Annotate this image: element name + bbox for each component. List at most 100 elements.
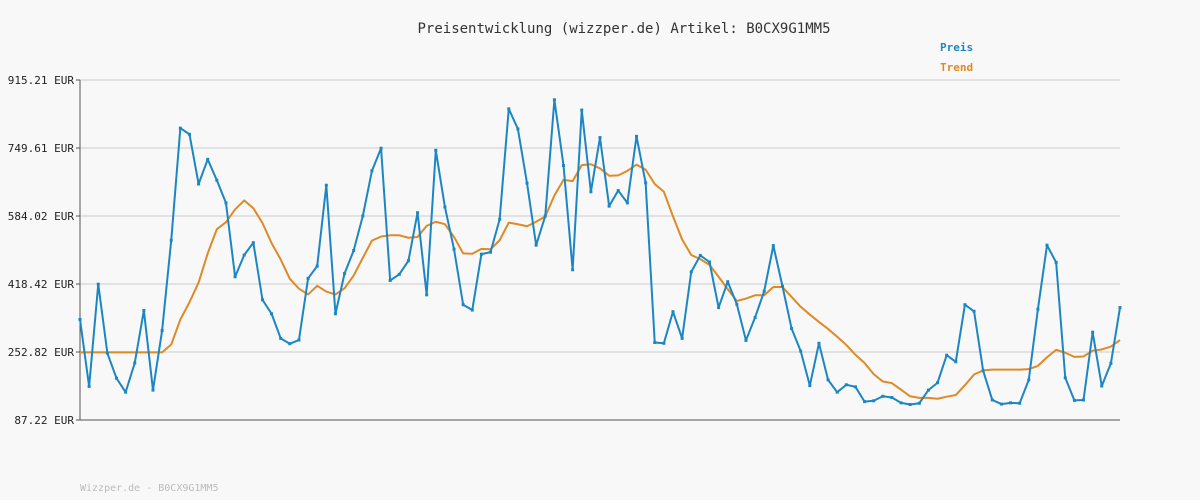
price-point [580, 108, 584, 112]
price-point [498, 217, 502, 221]
price-point [853, 385, 857, 389]
price-point [187, 132, 191, 136]
legend-price: Preis [940, 41, 973, 54]
price-point [780, 284, 784, 288]
price-point [662, 341, 666, 345]
price-point [333, 312, 337, 316]
price-point [352, 249, 356, 252]
price-point [224, 201, 228, 205]
price-point [735, 302, 739, 306]
price-point [279, 336, 283, 340]
y-tick-label: 749.61 EUR [8, 142, 75, 155]
price-point [717, 306, 721, 310]
price-point [1036, 307, 1040, 311]
price-point [954, 360, 958, 364]
price-point [644, 181, 648, 185]
price-point [881, 394, 885, 398]
price-point [306, 276, 310, 280]
trend-line [80, 163, 1121, 400]
price-point [324, 183, 328, 187]
price-point [562, 164, 566, 167]
price-point [1054, 260, 1058, 264]
price-point [406, 259, 410, 263]
y-tick-label: 87.22 EUR [14, 414, 74, 427]
price-point [105, 351, 109, 355]
price-point [671, 310, 675, 314]
price-point [379, 146, 383, 150]
grid [80, 79, 1120, 353]
price-point [625, 201, 629, 205]
y-tick-label: 584.02 EUR [8, 210, 75, 223]
price-point [680, 336, 684, 340]
price-point [169, 238, 173, 242]
price-point [160, 329, 164, 333]
price-point [616, 189, 620, 193]
footer-text: Wizzper.de - B0CX9G1MM5 [80, 483, 218, 494]
price-point [388, 278, 392, 282]
price-point [908, 402, 912, 406]
price-point [634, 134, 638, 138]
price-point [926, 388, 930, 392]
price-point [370, 169, 374, 173]
price-point [1063, 376, 1067, 380]
price-point [863, 400, 867, 404]
price-point [443, 205, 447, 209]
y-tick-label: 915.21 EUR [8, 74, 75, 87]
price-point [452, 247, 456, 251]
price-point [215, 178, 219, 182]
price-point [479, 252, 483, 256]
price-point [343, 271, 347, 275]
price-point [826, 378, 830, 382]
price-point [416, 211, 420, 215]
legend-trend: Trend [940, 61, 973, 74]
price-point [653, 340, 657, 344]
price-point [534, 243, 538, 247]
price-point [260, 298, 264, 302]
price-point [972, 309, 976, 313]
price-point [917, 401, 921, 405]
price-point [872, 399, 876, 403]
price-point [361, 214, 365, 218]
price-point [1045, 243, 1049, 247]
price-point [990, 398, 994, 402]
y-axis-ticks: 87.22 EUR 252.82 EUR 418.42 EUR 584.02 EUR 7… [8, 74, 80, 427]
price-point [87, 384, 91, 388]
price-point [698, 253, 702, 257]
series-group [78, 98, 1122, 406]
price-point [1009, 401, 1013, 405]
price-point [516, 127, 520, 131]
price-point [589, 190, 593, 194]
price-point [999, 402, 1003, 406]
price-point [270, 312, 274, 316]
price-point [470, 308, 474, 312]
price-point [981, 369, 985, 373]
price-point [397, 272, 401, 276]
price-point [1082, 398, 1086, 402]
price-point [297, 338, 301, 342]
price-point [689, 270, 693, 274]
price-point [799, 349, 803, 353]
price-point [543, 214, 547, 218]
price-point [1118, 306, 1122, 310]
price-point [945, 353, 949, 357]
y-tick-label: 252.82 EUR [8, 346, 75, 359]
price-point [936, 381, 940, 385]
price-point [835, 390, 839, 394]
price-point [507, 107, 511, 111]
price-point [78, 317, 82, 321]
price-point [434, 148, 438, 152]
price-point [571, 268, 575, 272]
price-point [607, 204, 611, 208]
price-point [1018, 401, 1022, 405]
price-point [489, 250, 493, 254]
price-point [197, 182, 201, 186]
price-point [461, 303, 465, 307]
y-tick-label: 418.42 EUR [8, 278, 75, 291]
price-point [315, 264, 319, 268]
price-point [1109, 361, 1113, 365]
price-point [525, 181, 529, 185]
price-point [114, 376, 118, 380]
price-point [598, 136, 602, 140]
price-point [251, 241, 255, 245]
